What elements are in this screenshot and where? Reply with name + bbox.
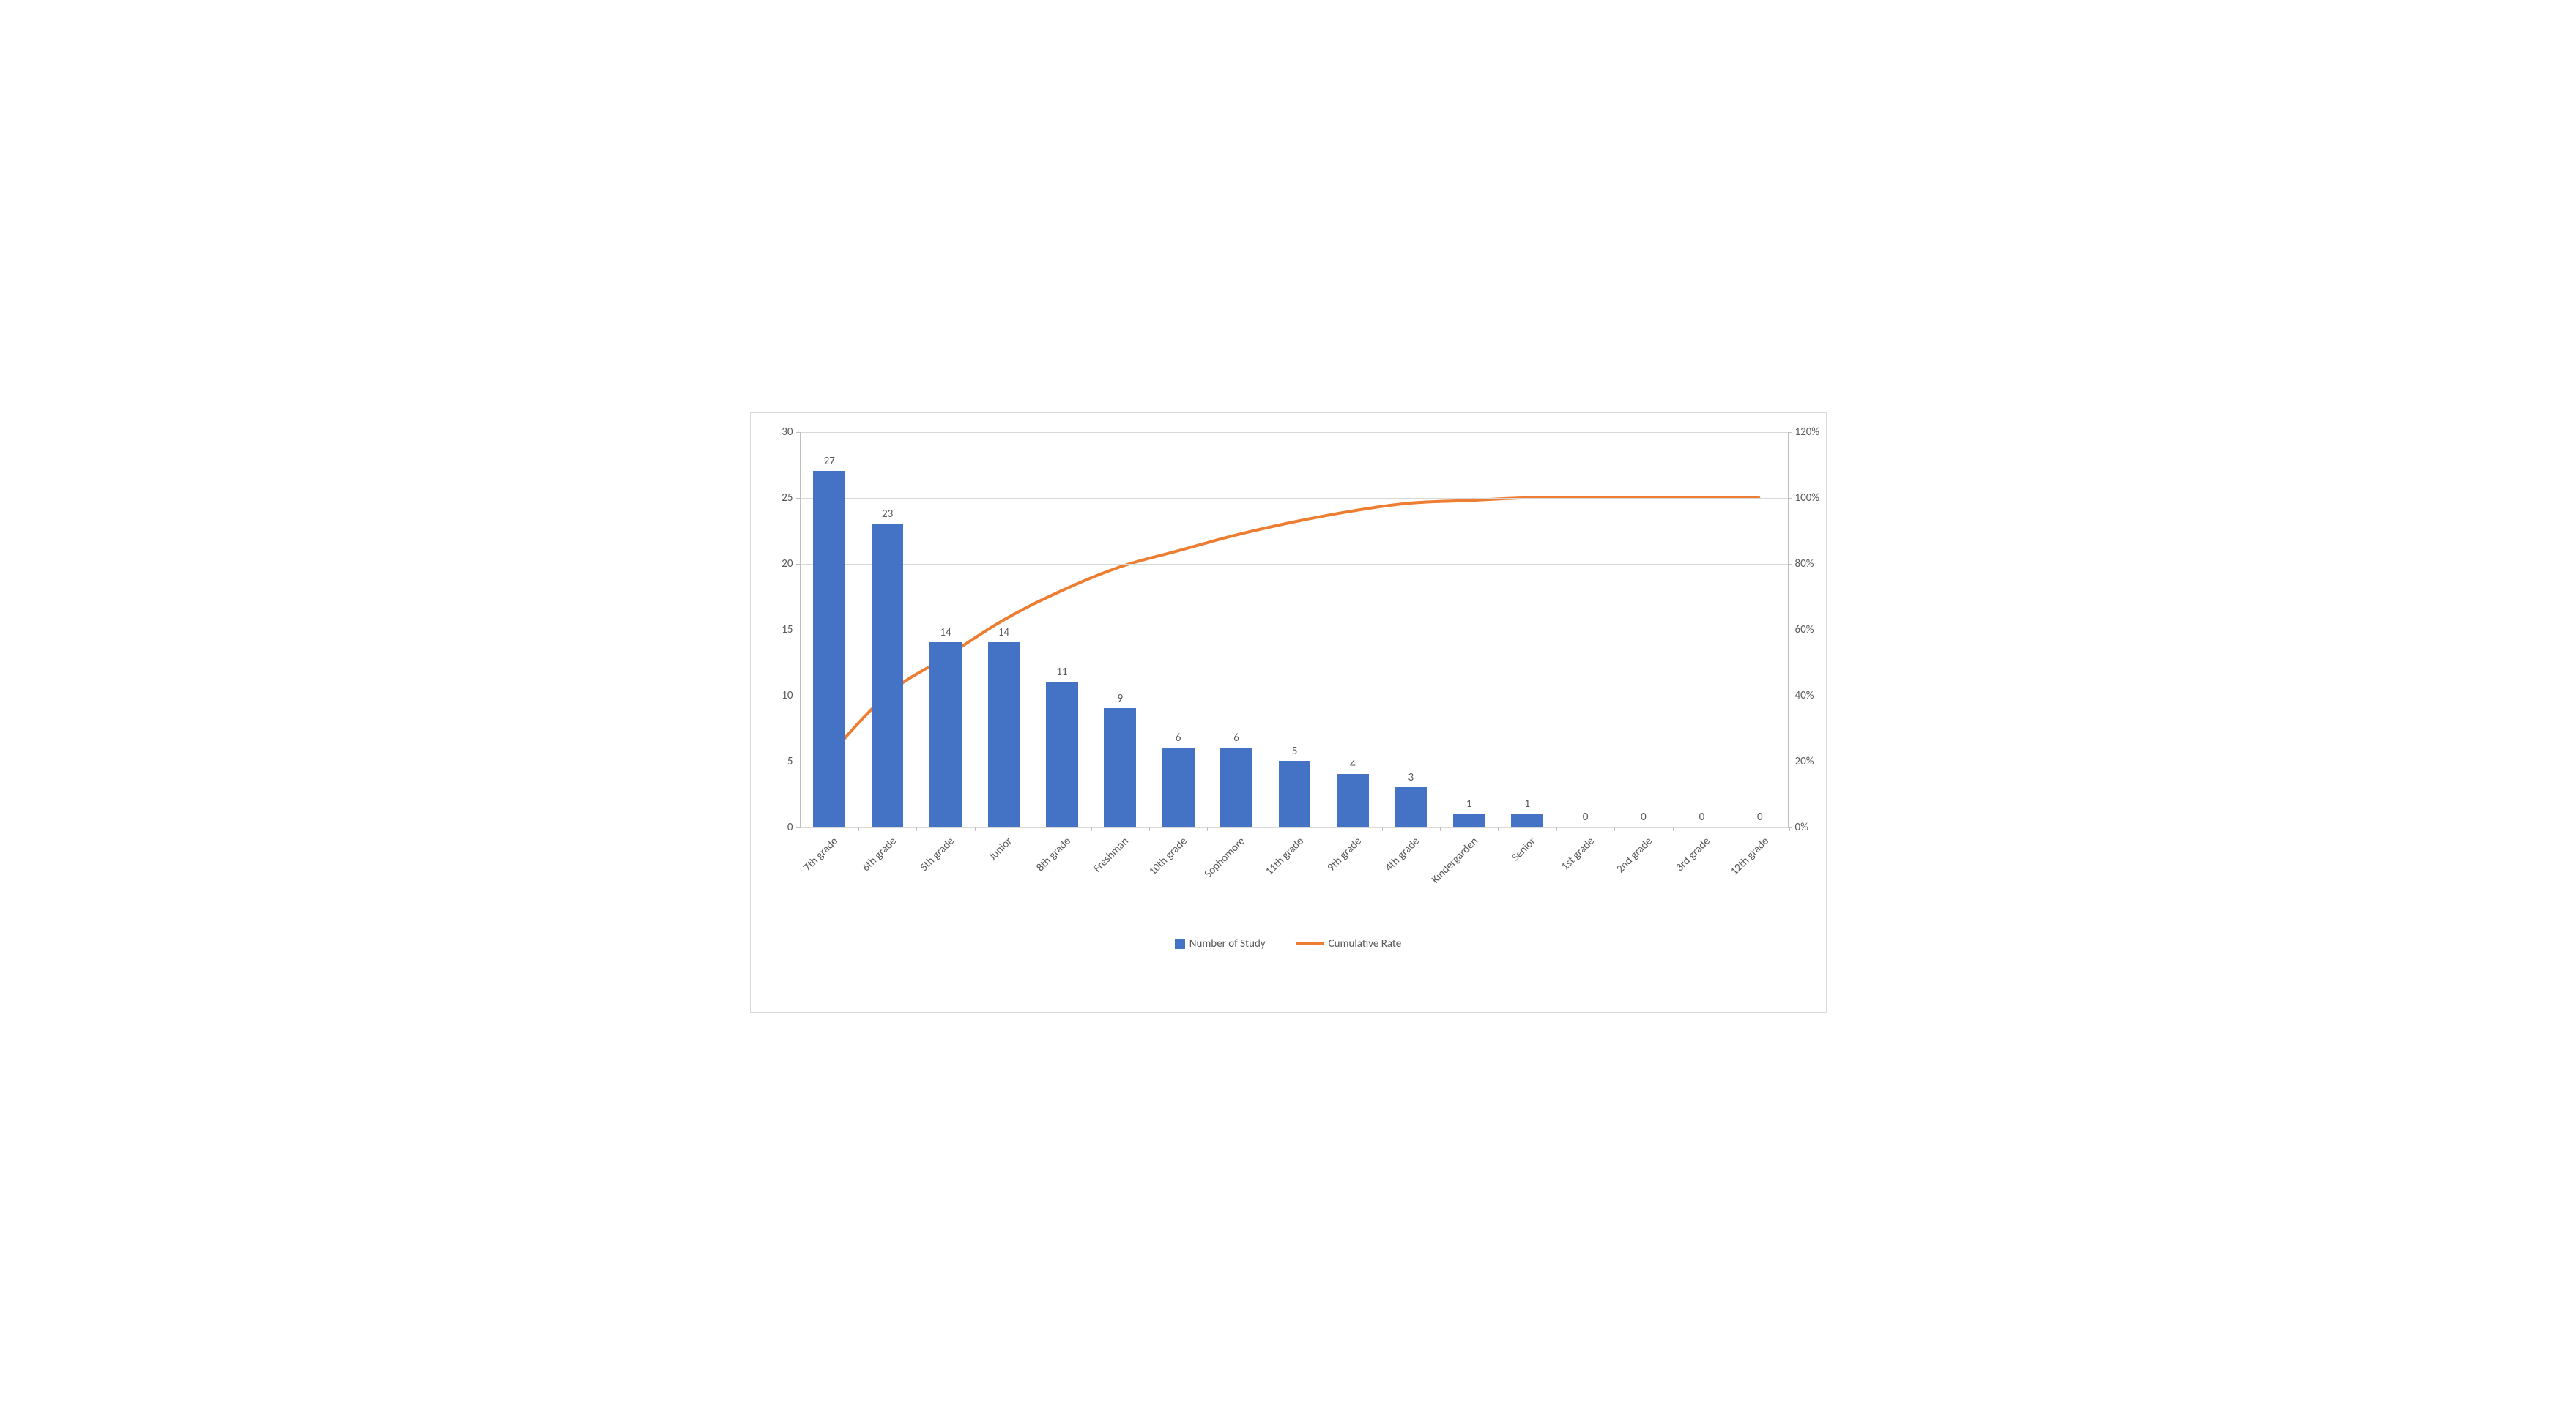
x-axis-label: 3rd grade [1674, 835, 1713, 874]
gridline [801, 498, 1788, 499]
bar-value-label: 11 [1056, 666, 1067, 679]
legend-item: Number of Study [1175, 937, 1266, 950]
y-right-label: 0% [1788, 821, 1808, 834]
y-left-label: 15 [782, 623, 800, 636]
x-axis-label: 10th grade [1146, 835, 1189, 878]
plot-wrap: 0510152025300%20%40%60%80%100%120%272314… [800, 432, 1770, 937]
x-axis-label: Junior [987, 835, 1015, 863]
y-left-label: 10 [782, 689, 800, 702]
bar-value-label: 3 [1408, 771, 1414, 784]
x-axis-label: Kindergarden [1429, 835, 1481, 887]
bar-value-label: 1 [1524, 797, 1530, 811]
x-axis-label: 1st grade [1559, 835, 1597, 873]
x-tick [1789, 827, 1790, 831]
x-axis-label: 12th grade [1728, 835, 1771, 878]
bar-value-label: 0 [1583, 811, 1589, 824]
plot-area: 0510152025300%20%40%60%80%100%120%272314… [800, 432, 1789, 827]
legend: Number of Study Cumulative Rate [760, 937, 1817, 950]
bar-value-label: 6 [1176, 732, 1181, 745]
bar [1337, 774, 1369, 827]
y-left-label: 25 [782, 491, 800, 505]
bar-value-label: 0 [1699, 811, 1705, 824]
legend-swatch-bar [1175, 939, 1185, 949]
y-right-label: 60% [1788, 623, 1814, 636]
x-axis-label: 5th grade [918, 835, 957, 874]
bar-value-label: 9 [1117, 692, 1123, 705]
bar [929, 642, 962, 827]
legend-swatch-line [1296, 942, 1324, 945]
chart-container: 0510152025300%20%40%60%80%100%120%272314… [750, 412, 1827, 1013]
x-axis-label: 8th grade [1034, 835, 1074, 874]
y-left-label: 0 [787, 821, 801, 834]
bar-value-label: 4 [1350, 758, 1356, 771]
bar-value-label: 6 [1233, 732, 1239, 745]
y-right-label: 80% [1788, 557, 1814, 570]
bar [1279, 761, 1311, 827]
bar [1395, 787, 1427, 827]
y-right-label: 20% [1788, 755, 1814, 768]
x-axis-label: Senior [1510, 835, 1539, 864]
x-axis-label: 4th grade [1383, 835, 1422, 874]
bar [988, 642, 1020, 827]
x-axis-label: Freshman [1091, 835, 1132, 875]
y-right-label: 100% [1788, 491, 1820, 505]
x-axis-label: 9th grade [1325, 835, 1365, 874]
bar-value-label: 23 [882, 507, 893, 521]
legend-label: Number of Study [1189, 937, 1266, 950]
y-left-label: 5 [787, 755, 801, 768]
bar [1162, 748, 1195, 827]
gridline [801, 432, 1788, 433]
x-axis-label: 6th grade [859, 835, 899, 874]
bar-value-label: 27 [824, 455, 835, 468]
legend-item: Cumulative Rate [1296, 937, 1402, 950]
y-left-label: 30 [782, 425, 800, 439]
bar-value-label: 14 [940, 626, 951, 639]
bar-value-label: 1 [1466, 797, 1472, 811]
bar [1220, 748, 1252, 827]
bar [1046, 682, 1078, 827]
x-axis-label: 2nd grade [1614, 835, 1655, 876]
bar-value-label: 14 [998, 626, 1009, 639]
bar-value-label: 0 [1757, 811, 1763, 824]
bar-value-label: 0 [1641, 811, 1647, 824]
bar [1104, 708, 1136, 827]
gridline [801, 564, 1788, 565]
x-axis-label: 7th grade [801, 835, 841, 874]
x-axis-labels: 7th grade 6th grade 5th grade Junior 8th gra… [800, 827, 1789, 937]
bar-value-label: 5 [1292, 745, 1298, 758]
x-axis-label: 11th grade [1263, 835, 1306, 878]
bar [1511, 814, 1543, 827]
bar [1453, 814, 1485, 827]
y-left-label: 20 [782, 557, 800, 570]
x-axis-label: Sophomore [1202, 835, 1248, 881]
legend-label: Cumulative Rate [1329, 937, 1402, 950]
y-right-label: 40% [1788, 689, 1814, 702]
y-right-label: 120% [1788, 425, 1820, 439]
bar [872, 524, 904, 827]
bar [813, 471, 845, 827]
